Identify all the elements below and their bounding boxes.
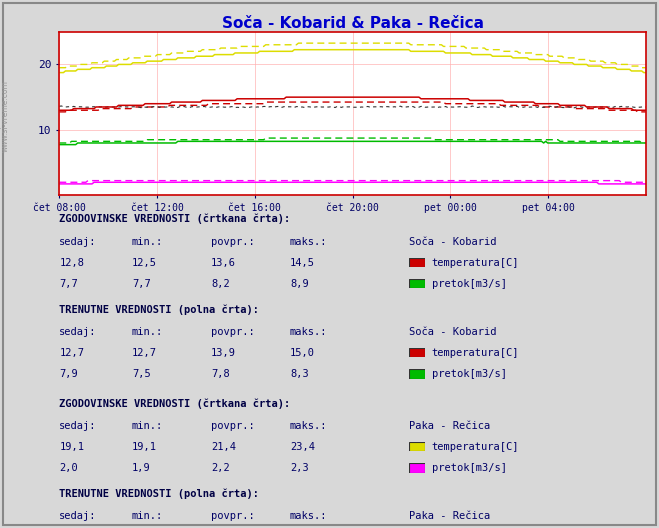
Text: 12,8: 12,8 bbox=[59, 258, 84, 268]
Text: min.:: min.: bbox=[132, 327, 163, 337]
Text: 2,3: 2,3 bbox=[290, 463, 308, 473]
Text: ZGODOVINSKE VREDNOSTI (črtkana črta):: ZGODOVINSKE VREDNOSTI (črtkana črta): bbox=[59, 214, 291, 224]
Text: TRENUTNE VREDNOSTI (polna črta):: TRENUTNE VREDNOSTI (polna črta): bbox=[59, 304, 259, 315]
Text: 23,4: 23,4 bbox=[290, 442, 315, 452]
Text: 19,1: 19,1 bbox=[132, 442, 157, 452]
Title: Soča - Kobarid & Paka - Rečica: Soča - Kobarid & Paka - Rečica bbox=[221, 15, 484, 31]
Text: povpr.:: povpr.: bbox=[211, 511, 254, 521]
Text: pretok[m3/s]: pretok[m3/s] bbox=[432, 369, 507, 379]
Text: sedaj:: sedaj: bbox=[59, 237, 97, 247]
Text: sedaj:: sedaj: bbox=[59, 327, 97, 337]
Text: 7,8: 7,8 bbox=[211, 369, 229, 379]
Text: Paka - Rečica: Paka - Rečica bbox=[409, 511, 490, 521]
Text: 7,9: 7,9 bbox=[59, 369, 78, 379]
Text: 2,2: 2,2 bbox=[211, 463, 229, 473]
Text: maks.:: maks.: bbox=[290, 327, 328, 337]
Text: pretok[m3/s]: pretok[m3/s] bbox=[432, 279, 507, 289]
Text: 7,7: 7,7 bbox=[132, 279, 150, 289]
Text: TRENUTNE VREDNOSTI (polna črta):: TRENUTNE VREDNOSTI (polna črta): bbox=[59, 488, 259, 499]
Text: 1,9: 1,9 bbox=[132, 463, 150, 473]
Text: sedaj:: sedaj: bbox=[59, 421, 97, 431]
Text: Soča - Kobarid: Soča - Kobarid bbox=[409, 237, 496, 247]
Text: temperatura[C]: temperatura[C] bbox=[432, 442, 519, 452]
Text: Paka - Rečica: Paka - Rečica bbox=[409, 421, 490, 431]
Text: Soča - Kobarid: Soča - Kobarid bbox=[409, 327, 496, 337]
Text: 15,0: 15,0 bbox=[290, 348, 315, 358]
Text: temperatura[C]: temperatura[C] bbox=[432, 258, 519, 268]
Text: 13,9: 13,9 bbox=[211, 348, 236, 358]
Text: povpr.:: povpr.: bbox=[211, 421, 254, 431]
Text: 14,5: 14,5 bbox=[290, 258, 315, 268]
Text: povpr.:: povpr.: bbox=[211, 237, 254, 247]
Text: maks.:: maks.: bbox=[290, 237, 328, 247]
Text: sedaj:: sedaj: bbox=[59, 511, 97, 521]
Text: 8,2: 8,2 bbox=[211, 279, 229, 289]
Text: 21,4: 21,4 bbox=[211, 442, 236, 452]
Text: pretok[m3/s]: pretok[m3/s] bbox=[432, 463, 507, 473]
Text: min.:: min.: bbox=[132, 511, 163, 521]
Text: min.:: min.: bbox=[132, 421, 163, 431]
Text: ZGODOVINSKE VREDNOSTI (črtkana črta):: ZGODOVINSKE VREDNOSTI (črtkana črta): bbox=[59, 398, 291, 409]
Text: 7,7: 7,7 bbox=[59, 279, 78, 289]
Text: 8,9: 8,9 bbox=[290, 279, 308, 289]
Text: 19,1: 19,1 bbox=[59, 442, 84, 452]
Text: temperatura[C]: temperatura[C] bbox=[432, 348, 519, 358]
Text: 8,3: 8,3 bbox=[290, 369, 308, 379]
Text: 12,7: 12,7 bbox=[59, 348, 84, 358]
Text: www.si-vreme.com: www.si-vreme.com bbox=[1, 80, 10, 152]
Text: maks.:: maks.: bbox=[290, 421, 328, 431]
Text: 12,7: 12,7 bbox=[132, 348, 157, 358]
Text: 13,6: 13,6 bbox=[211, 258, 236, 268]
Text: 12,5: 12,5 bbox=[132, 258, 157, 268]
Text: maks.:: maks.: bbox=[290, 511, 328, 521]
Text: 7,5: 7,5 bbox=[132, 369, 150, 379]
Text: 2,0: 2,0 bbox=[59, 463, 78, 473]
Text: povpr.:: povpr.: bbox=[211, 327, 254, 337]
Text: min.:: min.: bbox=[132, 237, 163, 247]
